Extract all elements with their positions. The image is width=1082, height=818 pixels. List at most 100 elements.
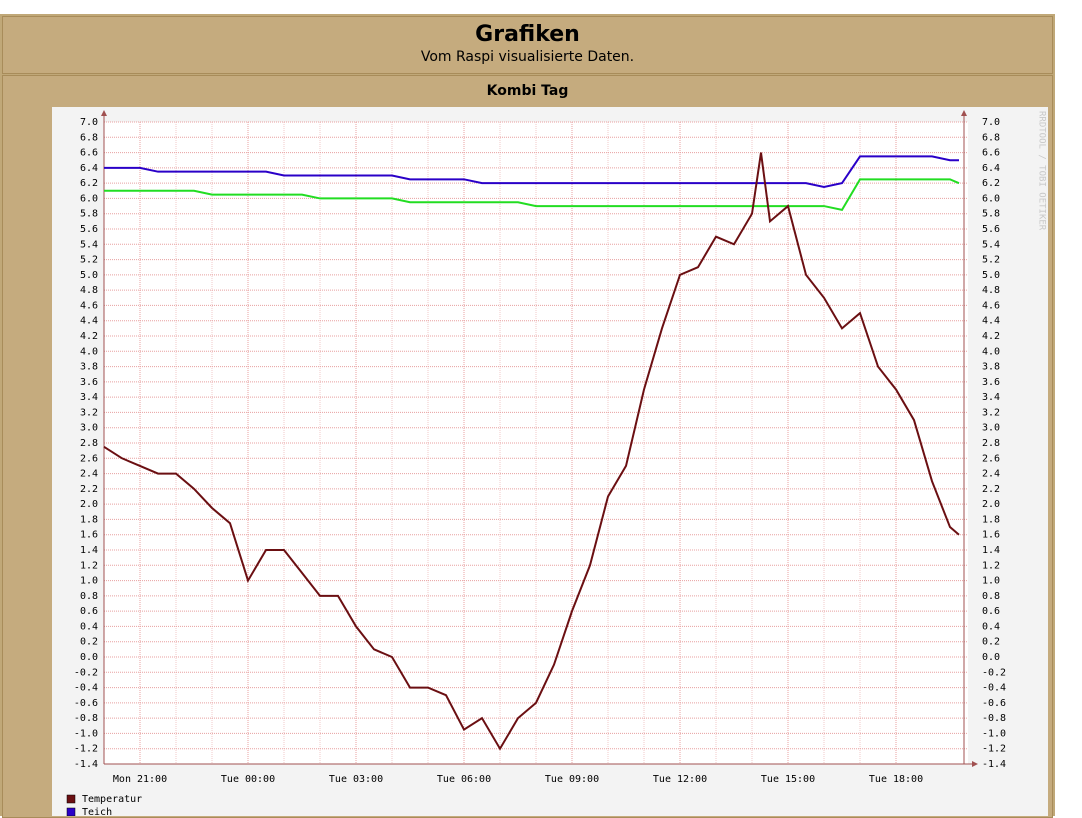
y2-tick-label: 6.6: [982, 148, 1000, 159]
x-tick-label: Tue 00:00: [221, 774, 275, 785]
y2-tick-label: -1.2: [982, 744, 1006, 755]
y2-tick-label: 3.6: [982, 377, 1000, 388]
page-subtitle: Vom Raspi visualisierte Daten.: [420, 49, 635, 65]
y2-tick-label: 1.4: [982, 545, 1000, 556]
y2-tick-label: 0.0: [982, 652, 1000, 663]
x-tick-label: Tue 09:00: [545, 774, 599, 785]
y-tick-label: 0.0: [80, 652, 98, 663]
y-tick-label: 5.4: [80, 239, 98, 250]
y-tick-label: 0.4: [80, 621, 98, 632]
y2-tick-label: 4.6: [982, 300, 1000, 311]
y-tick-label: 4.2: [80, 331, 98, 342]
legend-swatch: [66, 794, 76, 804]
y2-tick-label: 1.0: [982, 576, 1000, 587]
y-tick-label: 6.8: [80, 132, 98, 143]
y-tick-label: 3.8: [80, 362, 98, 373]
y2-tick-label: 3.0: [982, 423, 1000, 434]
y2-tick-label: 0.6: [982, 606, 1000, 617]
y2-tick-label: 6.8: [982, 132, 1000, 143]
y-tick-label: 2.2: [80, 484, 98, 495]
y-tick-label: 1.4: [80, 545, 98, 556]
y-tick-label: -1.2: [74, 744, 98, 755]
y-tick-label: 2.0: [80, 499, 98, 510]
y2-tick-label: -1.0: [982, 728, 1006, 739]
y2-tick-label: 5.2: [982, 255, 1000, 266]
y-tick-label: 2.4: [80, 469, 98, 480]
y-tick-label: -0.6: [74, 698, 98, 709]
y2-tick-label: 3.8: [982, 362, 1000, 373]
y-tick-label: 4.0: [80, 346, 98, 357]
y2-tick-label: -0.6: [982, 698, 1006, 709]
y-tick-label: 0.8: [80, 591, 98, 602]
axis-arrow: [972, 761, 978, 767]
y2-tick-label: 0.8: [982, 591, 1000, 602]
series-line: [103, 152, 960, 751]
y-tick-label: -0.2: [74, 667, 98, 678]
axis-arrow: [961, 110, 967, 116]
y2-tick-label: -0.2: [982, 667, 1006, 678]
y-tick-label: 4.8: [80, 285, 98, 296]
y2-tick-label: 4.0: [982, 346, 1000, 357]
y-tick-label: 6.6: [80, 148, 98, 159]
y-tick-label: 0.2: [80, 637, 98, 648]
y-tick-label: 3.2: [80, 407, 98, 418]
y-tick-label: 6.0: [80, 193, 98, 204]
y2-tick-label: 6.4: [982, 163, 1000, 174]
x-tick-label: Tue 18:00: [869, 774, 923, 785]
y-tick-label: 2.8: [80, 438, 98, 449]
y-tick-label: 6.2: [80, 178, 98, 189]
y2-tick-label: 4.4: [982, 316, 1000, 327]
legend-swatch: [66, 807, 76, 816]
y2-tick-label: 7.0: [982, 117, 1000, 128]
x-tick-label: Tue 03:00: [329, 774, 383, 785]
axis-arrow: [101, 110, 107, 116]
y-tick-label: 3.4: [80, 392, 98, 403]
y2-tick-label: 4.8: [982, 285, 1000, 296]
series-line: [104, 155, 959, 188]
y2-tick-label: 2.6: [982, 453, 1000, 464]
x-tick-label: Tue 06:00: [437, 774, 491, 785]
y2-tick-label: 6.2: [982, 178, 1000, 189]
y2-tick-label: 2.8: [982, 438, 1000, 449]
y-tick-label: -0.4: [74, 683, 98, 694]
y-tick-label: 5.6: [80, 224, 98, 235]
y2-tick-label: 5.0: [982, 270, 1000, 281]
y-tick-label: 1.2: [80, 560, 98, 571]
y2-tick-label: 2.2: [982, 484, 1000, 495]
y-tick-label: 5.8: [80, 209, 98, 220]
y-tick-label: 5.2: [80, 255, 98, 266]
y-tick-label: 5.0: [80, 270, 98, 281]
legend-label: Teich: [82, 807, 112, 816]
y-tick-label: 7.0: [80, 117, 98, 128]
y2-tick-label: 4.2: [982, 331, 1000, 342]
y2-tick-label: 3.2: [982, 407, 1000, 418]
legend-label: Temperatur: [82, 794, 142, 805]
y2-tick-label: 2.0: [982, 499, 1000, 510]
y2-tick-label: 5.4: [982, 239, 1000, 250]
y-tick-label: 0.6: [80, 606, 98, 617]
panel-title: Kombi Tag: [486, 83, 569, 99]
y2-tick-label: 6.0: [982, 193, 1000, 204]
y2-tick-label: 1.2: [982, 560, 1000, 571]
y-tick-label: 3.6: [80, 377, 98, 388]
chart: RRDTOOL / TOBI OETIKER -1.4 -1.4 -1.2 -1.2 -…: [52, 107, 1048, 816]
y2-tick-label: 0.2: [982, 637, 1000, 648]
y2-tick-label: 0.4: [982, 621, 1000, 632]
header: Grafiken Vom Raspi visualisierte Daten.: [2, 16, 1053, 74]
page-title: Grafiken: [475, 22, 580, 47]
y-tick-label: -1.0: [74, 728, 98, 739]
y2-tick-label: 2.4: [982, 469, 1000, 480]
y2-tick-label: -0.4: [982, 683, 1006, 694]
y-tick-label: 1.6: [80, 530, 98, 541]
y-tick-label: 4.4: [80, 316, 98, 327]
watermark: RRDTOOL / TOBI OETIKER: [1037, 111, 1047, 231]
y-tick-label: 2.6: [80, 453, 98, 464]
y-tick-label: 3.0: [80, 423, 98, 434]
y2-tick-label: -0.8: [982, 713, 1006, 724]
y-tick-label: 4.6: [80, 300, 98, 311]
x-tick-label: Tue 12:00: [653, 774, 707, 785]
x-tick-label: Mon 21:00: [113, 774, 167, 785]
series-line: [104, 178, 960, 212]
y-tick-label: -0.8: [74, 713, 98, 724]
